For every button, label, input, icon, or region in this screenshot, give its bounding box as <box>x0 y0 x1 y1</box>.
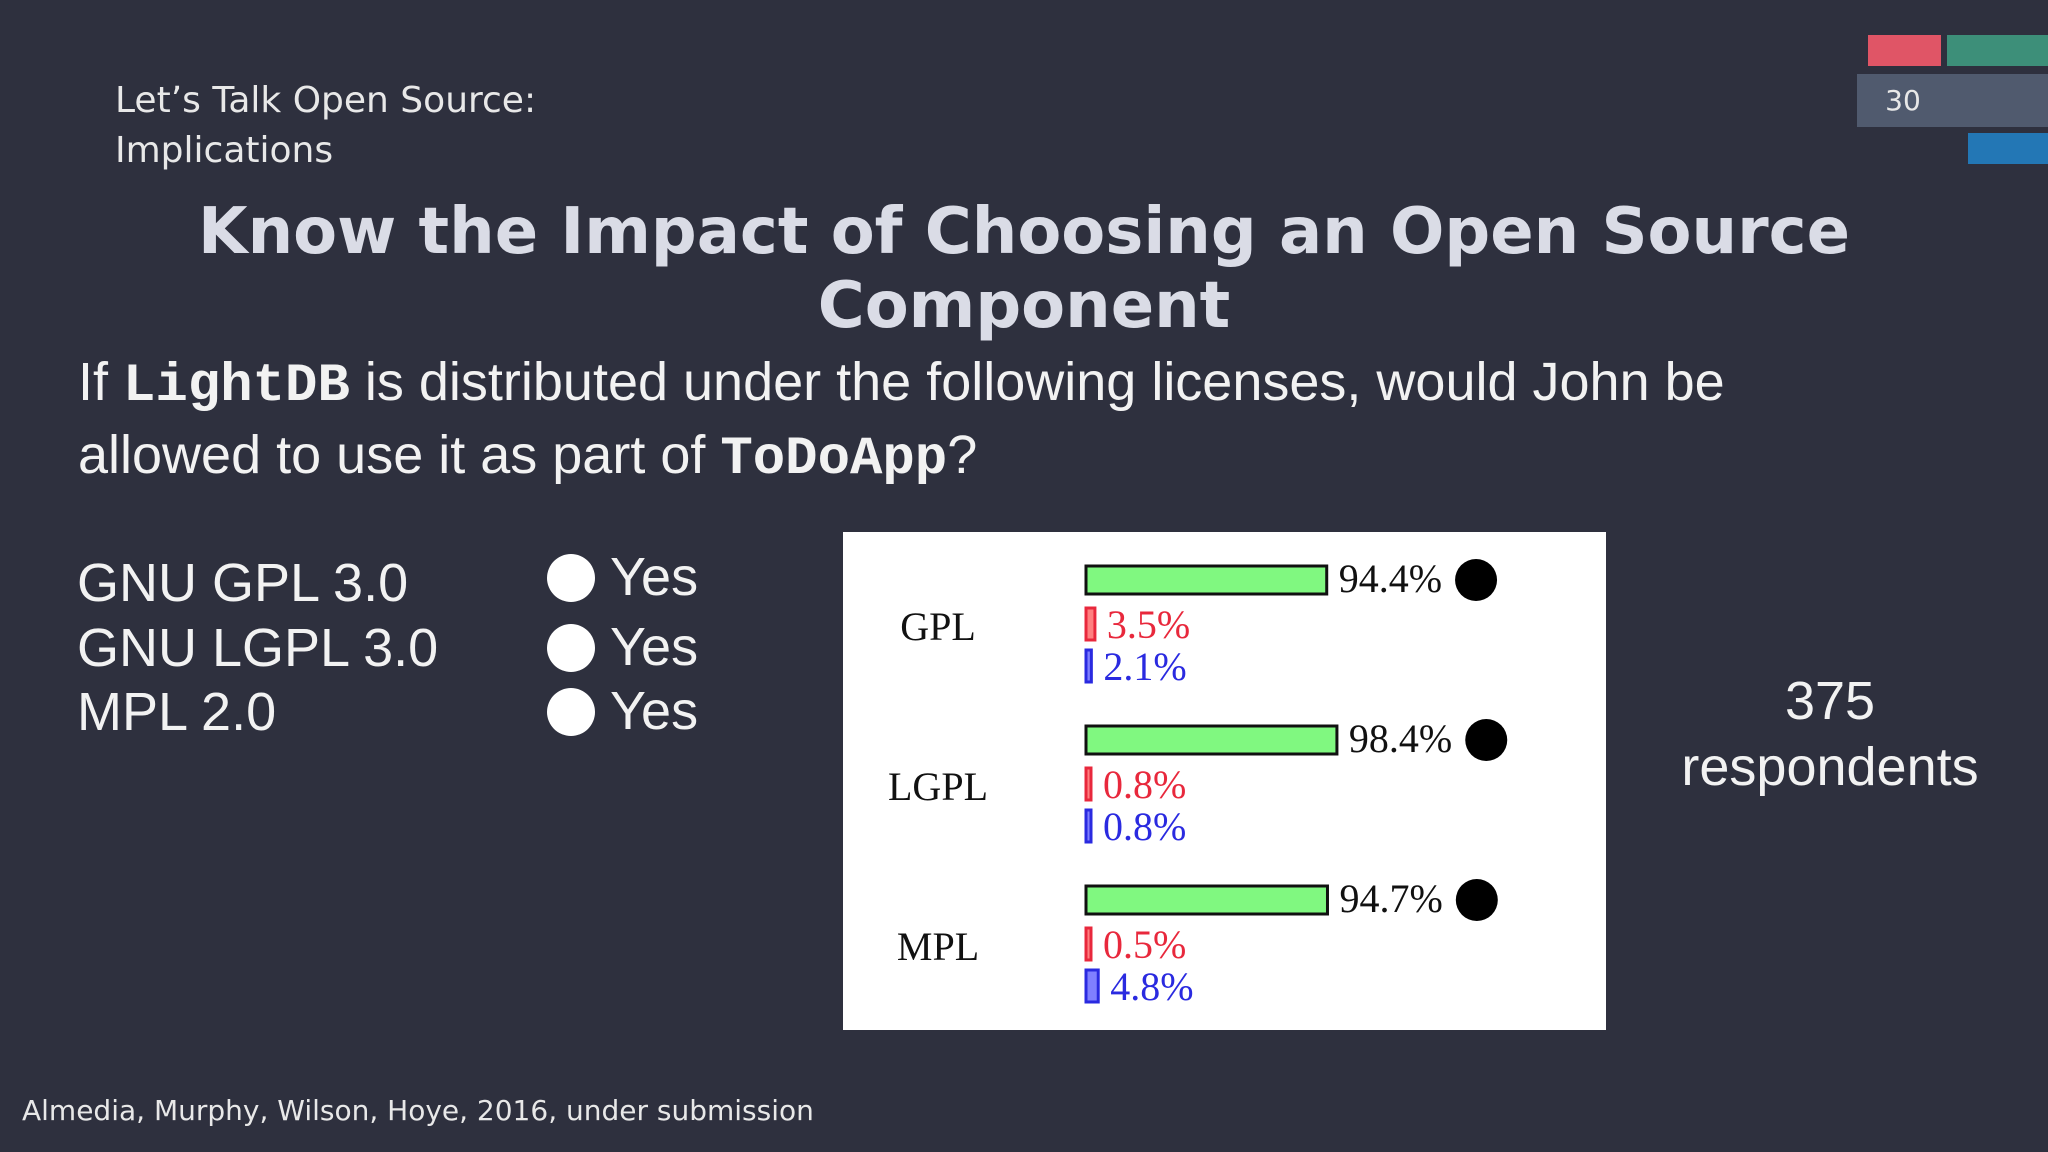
question-part3: allowed to use it as part of <box>78 425 721 485</box>
question-code-todoapp: ToDoApp <box>720 429 948 490</box>
section-title: Let’s Talk Open Source: Implications <box>115 76 536 176</box>
section-title-line2: Implications <box>115 130 334 171</box>
respondents-count: 375 <box>1784 671 1876 731</box>
bar-gpl-no <box>1084 606 1097 642</box>
bar-lgpl-unsure <box>1084 808 1093 844</box>
respondents-label: respondents <box>1681 737 1979 797</box>
question-code-lightdb: LightDB <box>123 356 350 417</box>
question-text: If LightDB is distributed under the foll… <box>78 348 1778 494</box>
accent-bar-green <box>1947 35 2048 66</box>
license-gpl: GNU GPL 3.0 <box>77 553 409 613</box>
value-label-lgpl-yes: 98.4% <box>1349 716 1452 761</box>
slide-title: Know the Impact of Choosing an Open Sour… <box>198 195 1850 343</box>
answer-gpl: Yes <box>610 547 699 607</box>
bar-gpl-yes <box>1084 564 1329 596</box>
page-number-bar <box>1857 74 2048 127</box>
marker-dot-mpl <box>1455 879 1498 921</box>
question-part4: ? <box>947 425 978 485</box>
bar-mpl-yes <box>1084 884 1329 916</box>
section-title-line1: Let’s Talk Open Source: <box>115 80 537 121</box>
accent-bar-red <box>1868 35 1941 66</box>
license-lgpl: GNU LGPL 3.0 <box>77 618 439 678</box>
radio-circle-icon[interactable] <box>547 554 595 602</box>
bar-lgpl-no <box>1084 766 1093 802</box>
value-label-gpl-no: 3.5% <box>1107 602 1190 647</box>
question-part2: is distributed under the following licen… <box>349 352 1725 412</box>
license-mpl: MPL 2.0 <box>77 682 277 742</box>
survey-chart: GPL 94.4% 3.5% 2.1% LGPL 98.4% 0.8% 0.8% MPL 94.7… <box>843 532 1606 1030</box>
value-label-mpl-unsure: 4.8% <box>1110 964 1193 1009</box>
bar-mpl-no <box>1084 926 1093 962</box>
value-label-gpl-unsure: 2.1% <box>1103 644 1186 689</box>
accent-bar-blue <box>1968 133 2048 164</box>
bar-lgpl-yes <box>1084 724 1339 756</box>
value-label-mpl-yes: 94.7% <box>1339 876 1442 921</box>
category-label-lgpl: LGPL <box>888 764 988 809</box>
bar-gpl-unsure <box>1084 648 1093 684</box>
question-part1: If <box>78 352 124 412</box>
citation: Almedia, Murphy, Wilson, Hoye, 2016, und… <box>22 1094 814 1127</box>
survey-chart-svg: GPL 94.4% 3.5%2.1% LGPL 98.4% 0.8%0.8% MPL 94.7… <box>888 556 1508 1009</box>
value-label-lgpl-no: 0.8% <box>1103 762 1186 807</box>
value-label-mpl-no: 0.5% <box>1103 922 1186 967</box>
value-label-lgpl-unsure: 0.8% <box>1103 804 1186 849</box>
answer-lgpl: Yes <box>610 617 699 677</box>
radio-circle-icon[interactable] <box>547 624 595 672</box>
marker-dot-lgpl <box>1465 719 1508 761</box>
category-label-mpl: MPL <box>897 924 979 969</box>
page-number: 30 <box>1885 84 1921 117</box>
value-label-gpl-yes: 94.4% <box>1339 556 1442 601</box>
respondents-callout: 375 respondents <box>1640 668 2020 800</box>
category-label-gpl: GPL <box>900 604 976 649</box>
marker-dot-gpl <box>1455 559 1498 601</box>
bar-mpl-unsure <box>1084 968 1100 1004</box>
radio-circle-icon[interactable] <box>547 688 595 736</box>
answer-mpl: Yes <box>610 681 699 741</box>
